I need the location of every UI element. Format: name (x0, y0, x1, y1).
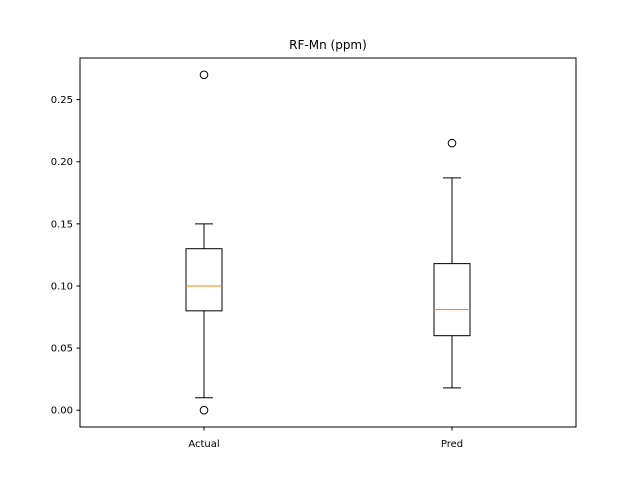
y-tick-label: 0.05 (51, 344, 73, 355)
chart-title: RF-Mn (ppm) (289, 38, 367, 52)
x-tick-label: Pred (441, 439, 463, 450)
plot-area: 0.00 0.05 0.10 0.15 0.20 0.25 Actual Pred (51, 70, 471, 450)
y-tick-label: 0.15 (51, 219, 73, 230)
box-iqr (185, 248, 223, 312)
y-tick-label: 0.10 (51, 281, 73, 292)
box-iqr (433, 263, 471, 337)
outlier-point (199, 405, 209, 415)
outlier-point (199, 70, 209, 80)
outlier-point (447, 138, 457, 148)
axes-frame (79, 57, 577, 428)
y-tick-label: 0.25 (51, 95, 73, 106)
x-tick-label: Actual (188, 439, 219, 450)
y-tick-label: 0.20 (51, 157, 73, 168)
y-tick-label: 0.00 (51, 406, 73, 417)
